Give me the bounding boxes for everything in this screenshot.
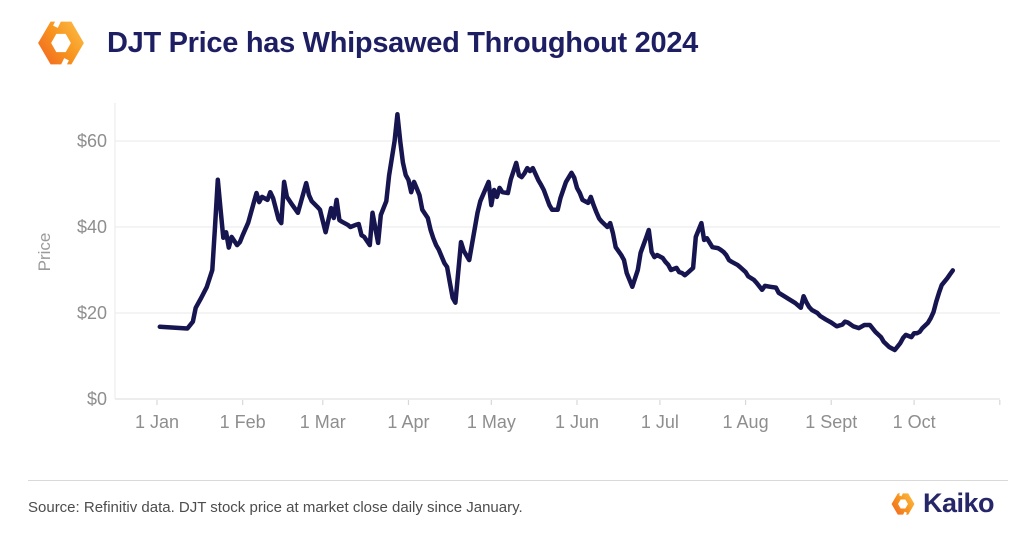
y-tick-label: $60 bbox=[77, 131, 107, 151]
price-chart: $0 $20 $40 $60 1 Jan 1 Feb 1 Mar 1 Apr 1 May 1 Ju… bbox=[35, 103, 1001, 432]
source-note: Source: Refinitiv data. DJT stock price … bbox=[28, 499, 523, 516]
page-title: DJT Price has Whipsawed Throughout 2024 bbox=[107, 26, 698, 59]
y-tick-label: $40 bbox=[77, 217, 107, 237]
x-tick-label: 1 May bbox=[467, 412, 516, 432]
x-tick-label: 1 Aug bbox=[723, 412, 769, 432]
x-tick-label: 1 Sept bbox=[805, 412, 857, 432]
x-tick-label: 1 Oct bbox=[893, 412, 936, 432]
footer-divider bbox=[28, 480, 1008, 481]
y-tick-label: $20 bbox=[77, 303, 107, 323]
y-tick-label: $0 bbox=[87, 389, 107, 409]
kaiko-logo-icon bbox=[38, 17, 84, 69]
x-tick-label: 1 Feb bbox=[220, 412, 266, 432]
x-tick-label: 1 Jan bbox=[135, 412, 179, 432]
x-tick-label: 1 Mar bbox=[300, 412, 346, 432]
kaiko-brand: Kaiko bbox=[890, 488, 995, 519]
x-tick-label: 1 Jul bbox=[641, 412, 679, 432]
price-line bbox=[157, 112, 956, 353]
kaiko-wordmark: Kaiko bbox=[923, 488, 995, 518]
x-tick-label: 1 Jun bbox=[555, 412, 599, 432]
y-axis-label: Price bbox=[35, 233, 54, 272]
kaiko-logo-icon bbox=[891, 490, 915, 517]
x-tick-label: 1 Apr bbox=[387, 412, 429, 432]
chart-header: DJT Price has Whipsawed Throughout 2024 bbox=[35, 17, 698, 69]
